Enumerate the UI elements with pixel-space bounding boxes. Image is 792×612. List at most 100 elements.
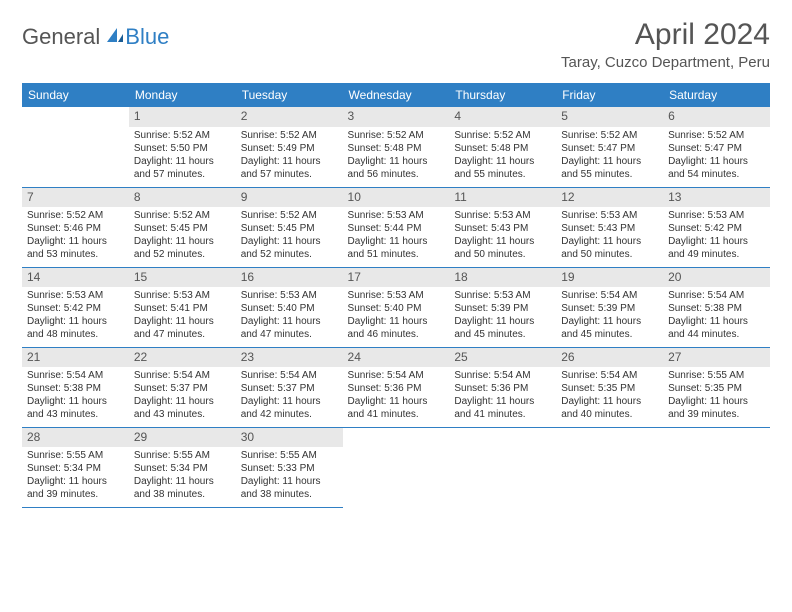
sunrise-text: Sunrise: 5:52 AM — [241, 209, 338, 222]
daylight-text: and 54 minutes. — [668, 168, 765, 181]
calendar-cell: 2Sunrise: 5:52 AMSunset: 5:49 PMDaylight… — [236, 107, 343, 187]
sunset-text: Sunset: 5:37 PM — [241, 382, 338, 395]
day-number: 20 — [663, 268, 770, 288]
daylight-text: Daylight: 11 hours — [561, 395, 658, 408]
calendar-cell: 30Sunrise: 5:55 AMSunset: 5:33 PMDayligh… — [236, 427, 343, 507]
day-body: Sunrise: 5:53 AMSunset: 5:41 PMDaylight:… — [129, 287, 236, 345]
sunset-text: Sunset: 5:38 PM — [668, 302, 765, 315]
daylight-text: and 45 minutes. — [561, 328, 658, 341]
sunset-text: Sunset: 5:48 PM — [348, 142, 445, 155]
sunrise-text: Sunrise: 5:53 AM — [134, 289, 231, 302]
sunset-text: Sunset: 5:45 PM — [241, 222, 338, 235]
daylight-text: and 43 minutes. — [134, 408, 231, 421]
daylight-text: Daylight: 11 hours — [348, 315, 445, 328]
calendar-cell: 24Sunrise: 5:54 AMSunset: 5:36 PMDayligh… — [343, 347, 450, 427]
sunrise-text: Sunrise: 5:53 AM — [454, 209, 551, 222]
sunrise-text: Sunrise: 5:53 AM — [27, 289, 124, 302]
daylight-text: Daylight: 11 hours — [668, 315, 765, 328]
logo-sail-icon — [105, 26, 125, 49]
day-body: Sunrise: 5:54 AMSunset: 5:36 PMDaylight:… — [343, 367, 450, 425]
day-body: Sunrise: 5:54 AMSunset: 5:38 PMDaylight:… — [663, 287, 770, 345]
daylight-text: and 38 minutes. — [134, 488, 231, 501]
daylight-text: Daylight: 11 hours — [348, 395, 445, 408]
daylight-text: Daylight: 11 hours — [454, 235, 551, 248]
daylight-text: Daylight: 11 hours — [134, 235, 231, 248]
calendar-cell: 20Sunrise: 5:54 AMSunset: 5:38 PMDayligh… — [663, 267, 770, 347]
daylight-text: Daylight: 11 hours — [134, 155, 231, 168]
calendar-cell: 14Sunrise: 5:53 AMSunset: 5:42 PMDayligh… — [22, 267, 129, 347]
daylight-text: and 51 minutes. — [348, 248, 445, 261]
day-body: Sunrise: 5:55 AMSunset: 5:35 PMDaylight:… — [663, 367, 770, 425]
day-number: 9 — [236, 188, 343, 208]
calendar-cell: 25Sunrise: 5:54 AMSunset: 5:36 PMDayligh… — [449, 347, 556, 427]
calendar-cell: 5Sunrise: 5:52 AMSunset: 5:47 PMDaylight… — [556, 107, 663, 187]
sunrise-text: Sunrise: 5:53 AM — [348, 289, 445, 302]
day-number: 29 — [129, 428, 236, 448]
day-body: Sunrise: 5:53 AMSunset: 5:40 PMDaylight:… — [236, 287, 343, 345]
day-header: Tuesday — [236, 83, 343, 107]
day-number: 1 — [129, 107, 236, 127]
daylight-text: Daylight: 11 hours — [241, 315, 338, 328]
day-number: 16 — [236, 268, 343, 288]
day-body: Sunrise: 5:54 AMSunset: 5:37 PMDaylight:… — [236, 367, 343, 425]
sunrise-text: Sunrise: 5:52 AM — [134, 129, 231, 142]
day-number: 25 — [449, 348, 556, 368]
day-number: 14 — [22, 268, 129, 288]
sunset-text: Sunset: 5:36 PM — [348, 382, 445, 395]
calendar-cell: 15Sunrise: 5:53 AMSunset: 5:41 PMDayligh… — [129, 267, 236, 347]
calendar-cell — [449, 427, 556, 507]
day-body: Sunrise: 5:53 AMSunset: 5:44 PMDaylight:… — [343, 207, 450, 265]
day-number: 22 — [129, 348, 236, 368]
calendar-cell: 19Sunrise: 5:54 AMSunset: 5:39 PMDayligh… — [556, 267, 663, 347]
day-number: 23 — [236, 348, 343, 368]
daylight-text: Daylight: 11 hours — [134, 395, 231, 408]
day-body: Sunrise: 5:54 AMSunset: 5:35 PMDaylight:… — [556, 367, 663, 425]
calendar-cell: 18Sunrise: 5:53 AMSunset: 5:39 PMDayligh… — [449, 267, 556, 347]
daylight-text: and 39 minutes. — [27, 488, 124, 501]
day-body: Sunrise: 5:54 AMSunset: 5:39 PMDaylight:… — [556, 287, 663, 345]
daylight-text: and 44 minutes. — [668, 328, 765, 341]
daylight-text: Daylight: 11 hours — [134, 475, 231, 488]
calendar-cell: 28Sunrise: 5:55 AMSunset: 5:34 PMDayligh… — [22, 427, 129, 507]
day-number: 17 — [343, 268, 450, 288]
daylight-text: and 38 minutes. — [241, 488, 338, 501]
sunset-text: Sunset: 5:49 PM — [241, 142, 338, 155]
calendar-cell: 8Sunrise: 5:52 AMSunset: 5:45 PMDaylight… — [129, 187, 236, 267]
calendar-cell — [343, 427, 450, 507]
day-header: Wednesday — [343, 83, 450, 107]
logo-text-general: General — [22, 24, 100, 50]
day-header: Monday — [129, 83, 236, 107]
day-body: Sunrise: 5:52 AMSunset: 5:48 PMDaylight:… — [343, 127, 450, 185]
day-body: Sunrise: 5:52 AMSunset: 5:45 PMDaylight:… — [236, 207, 343, 265]
daylight-text: Daylight: 11 hours — [27, 235, 124, 248]
calendar-cell: 11Sunrise: 5:53 AMSunset: 5:43 PMDayligh… — [449, 187, 556, 267]
sunrise-text: Sunrise: 5:52 AM — [454, 129, 551, 142]
sunset-text: Sunset: 5:37 PM — [134, 382, 231, 395]
daylight-text: and 48 minutes. — [27, 328, 124, 341]
daylight-text: Daylight: 11 hours — [27, 475, 124, 488]
sunset-text: Sunset: 5:43 PM — [561, 222, 658, 235]
daylight-text: Daylight: 11 hours — [454, 155, 551, 168]
sunset-text: Sunset: 5:36 PM — [454, 382, 551, 395]
day-number: 8 — [129, 188, 236, 208]
day-header: Friday — [556, 83, 663, 107]
calendar-cell: 22Sunrise: 5:54 AMSunset: 5:37 PMDayligh… — [129, 347, 236, 427]
daylight-text: and 41 minutes. — [348, 408, 445, 421]
daylight-text: and 53 minutes. — [27, 248, 124, 261]
calendar-cell: 13Sunrise: 5:53 AMSunset: 5:42 PMDayligh… — [663, 187, 770, 267]
sunset-text: Sunset: 5:33 PM — [241, 462, 338, 475]
calendar-cell: 27Sunrise: 5:55 AMSunset: 5:35 PMDayligh… — [663, 347, 770, 427]
sunset-text: Sunset: 5:47 PM — [668, 142, 765, 155]
daylight-text: and 39 minutes. — [668, 408, 765, 421]
day-number: 6 — [663, 107, 770, 127]
daylight-text: and 57 minutes. — [134, 168, 231, 181]
day-body: Sunrise: 5:54 AMSunset: 5:38 PMDaylight:… — [22, 367, 129, 425]
daylight-text: and 55 minutes. — [561, 168, 658, 181]
sunrise-text: Sunrise: 5:55 AM — [241, 449, 338, 462]
sunrise-text: Sunrise: 5:54 AM — [348, 369, 445, 382]
day-number: 24 — [343, 348, 450, 368]
daylight-text: and 50 minutes. — [454, 248, 551, 261]
logo-text-blue: Blue — [125, 24, 169, 50]
calendar-cell — [22, 107, 129, 187]
day-body: Sunrise: 5:55 AMSunset: 5:33 PMDaylight:… — [236, 447, 343, 505]
